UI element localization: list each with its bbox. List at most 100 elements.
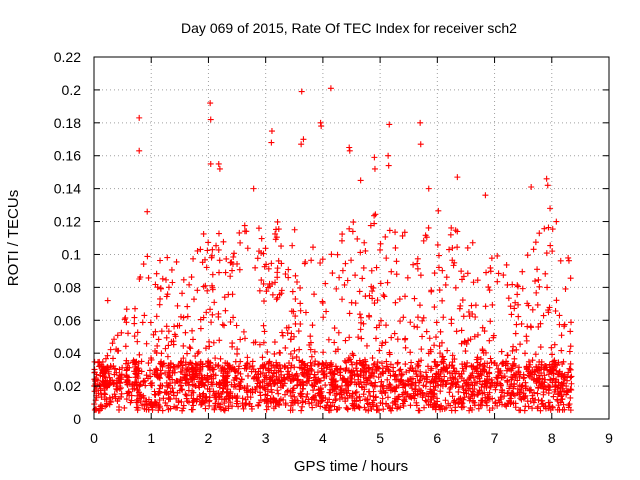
data-point bbox=[107, 399, 114, 406]
data-point bbox=[392, 371, 399, 378]
outlier-point bbox=[547, 205, 554, 212]
data-point bbox=[505, 295, 512, 302]
data-point bbox=[369, 366, 376, 373]
data-point bbox=[507, 303, 514, 310]
data-point bbox=[550, 393, 557, 400]
data-point bbox=[373, 264, 380, 271]
data-point bbox=[268, 260, 275, 267]
data-point bbox=[383, 255, 390, 262]
data-point bbox=[273, 296, 280, 303]
data-point bbox=[463, 390, 470, 397]
data-point bbox=[277, 396, 284, 403]
data-point bbox=[557, 257, 564, 264]
data-point bbox=[474, 277, 481, 284]
data-point bbox=[480, 349, 487, 356]
data-point bbox=[552, 383, 559, 390]
data-point bbox=[344, 406, 351, 413]
data-point bbox=[451, 259, 458, 266]
data-point bbox=[553, 376, 560, 383]
data-point bbox=[427, 386, 434, 393]
data-point bbox=[566, 365, 573, 372]
data-point bbox=[549, 379, 556, 386]
data-point bbox=[209, 252, 216, 259]
outlier-point bbox=[544, 182, 551, 189]
outlier-point bbox=[298, 141, 305, 148]
data-point bbox=[391, 330, 398, 337]
data-point bbox=[541, 225, 548, 232]
data-point bbox=[294, 279, 301, 286]
data-point bbox=[521, 374, 528, 381]
data-point bbox=[507, 395, 514, 402]
data-point bbox=[452, 227, 459, 234]
data-point bbox=[367, 222, 374, 229]
data-point bbox=[268, 389, 275, 396]
outlier-point bbox=[300, 136, 307, 143]
data-point bbox=[221, 294, 228, 301]
data-point bbox=[297, 300, 304, 307]
data-point bbox=[160, 395, 167, 402]
data-point bbox=[169, 376, 176, 383]
data-point bbox=[371, 220, 378, 227]
data-point bbox=[278, 260, 285, 267]
data-point bbox=[159, 407, 166, 414]
data-point bbox=[153, 313, 160, 320]
data-point bbox=[116, 406, 123, 413]
data-point bbox=[562, 285, 569, 292]
data-point bbox=[309, 404, 316, 411]
data-point bbox=[182, 329, 189, 336]
data-point bbox=[382, 389, 389, 396]
data-point bbox=[187, 359, 194, 366]
data-point bbox=[564, 377, 571, 384]
data-point bbox=[369, 295, 376, 302]
data-point bbox=[413, 399, 420, 406]
data-point bbox=[158, 328, 165, 335]
data-point bbox=[563, 383, 570, 390]
data-point bbox=[107, 346, 114, 353]
data-point bbox=[308, 257, 315, 264]
data-point bbox=[529, 405, 536, 412]
data-point bbox=[382, 400, 389, 407]
data-point bbox=[225, 405, 232, 412]
data-point bbox=[568, 319, 575, 326]
data-point bbox=[470, 279, 477, 286]
data-point bbox=[425, 350, 432, 357]
data-point bbox=[137, 381, 144, 388]
data-point bbox=[374, 297, 381, 304]
data-point bbox=[420, 314, 427, 321]
data-point bbox=[243, 228, 250, 235]
data-point bbox=[112, 395, 119, 402]
x-tick-label: 7 bbox=[491, 430, 499, 446]
data-point bbox=[370, 373, 377, 380]
data-point bbox=[357, 319, 364, 326]
data-point bbox=[336, 274, 343, 281]
data-point bbox=[290, 385, 297, 392]
data-point bbox=[298, 407, 305, 414]
data-point bbox=[131, 320, 138, 327]
data-point bbox=[265, 265, 272, 272]
data-point bbox=[220, 385, 227, 392]
data-point bbox=[179, 365, 186, 372]
data-point bbox=[414, 361, 421, 368]
data-point bbox=[437, 328, 444, 335]
data-point bbox=[246, 400, 253, 407]
data-point bbox=[208, 379, 215, 386]
outlier-point bbox=[216, 165, 223, 172]
data-point bbox=[192, 366, 199, 373]
data-point bbox=[357, 378, 364, 385]
data-point bbox=[516, 373, 523, 380]
data-point bbox=[219, 321, 226, 328]
data-point bbox=[222, 368, 229, 375]
data-point bbox=[444, 368, 451, 375]
data-point bbox=[554, 406, 561, 413]
data-point bbox=[370, 284, 377, 291]
outlier-point bbox=[136, 114, 143, 121]
data-point bbox=[203, 393, 210, 400]
data-point bbox=[177, 368, 184, 375]
data-point bbox=[437, 388, 444, 395]
data-point bbox=[388, 268, 395, 275]
data-point bbox=[284, 329, 291, 336]
data-point bbox=[378, 378, 385, 385]
data-point bbox=[528, 324, 535, 331]
data-point bbox=[512, 400, 519, 407]
data-point bbox=[358, 335, 365, 342]
